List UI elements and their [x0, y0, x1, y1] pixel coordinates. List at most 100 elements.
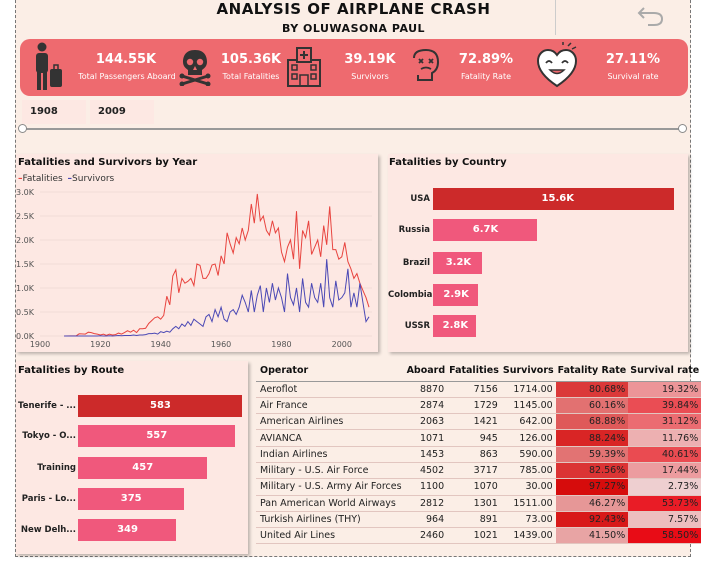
header-divider — [555, 0, 556, 35]
col-fatality-rate[interactable]: Fatality Rate — [557, 365, 627, 377]
cell-operator: Pan American World Airways — [260, 497, 396, 509]
happy-heart-icon — [536, 42, 578, 88]
col-survival-rate[interactable]: Survival rate — [630, 365, 700, 377]
cell-survival-rate: 2.73% — [628, 478, 702, 496]
route-bar[interactable] — [78, 425, 235, 447]
kpi-label-survivors: Survivors — [351, 72, 389, 81]
y-tick-label: 0.0K — [16, 332, 35, 341]
cell-survival-rate: 40.61% — [628, 446, 702, 463]
cell-survivors: 1439.00 — [513, 530, 553, 542]
cell-survival-rate: 58.50% — [628, 527, 702, 544]
kpi-value-fatalities: 105.36K — [220, 52, 282, 67]
cell-survival-rate: 39.84% — [628, 397, 702, 414]
cell-operator: American Airlines — [260, 416, 344, 428]
kpi-value-survivors: 39.19K — [344, 52, 396, 67]
cell-operator: Military - U.S. Army Air Forces — [260, 481, 402, 493]
cell-survivors: 126.00 — [519, 432, 553, 444]
cell-fatality-rate: 60.16% — [555, 397, 629, 414]
x-tick-label: 1920 — [90, 340, 110, 349]
country-bar[interactable] — [433, 252, 483, 274]
y-tick-label: 2.0K — [16, 236, 35, 245]
line-chart-title: Fatalities and Survivors by Year — [18, 157, 198, 168]
col-operator[interactable]: Operator — [260, 365, 309, 377]
kpi-label-passengers: Total Passengers Aboard — [78, 72, 176, 81]
country-label: USSR — [404, 321, 430, 331]
table-row[interactable]: Turkish Airlines (THY) 964 891 73.00 92.43% 7… — [256, 511, 702, 528]
fatalities-series-line[interactable] — [64, 193, 370, 337]
route-bar-value: 457 — [132, 462, 154, 473]
table-row[interactable]: Air France 2874 1729 1145.00 60.16% 39.84% — [256, 397, 702, 414]
route-chart-panel: Fatalities by Route Tenerife - ... 583 Tok… — [16, 361, 248, 554]
route-bar[interactable] — [78, 395, 243, 417]
operator-table: Operator Aboard Fatalities Survivors Fat… — [256, 361, 702, 544]
cell-aboard: 2874 — [419, 399, 445, 411]
route-label: Tokyo - O... — [22, 431, 76, 441]
cell-fatality-rate: 88.24% — [555, 429, 629, 447]
route-bar[interactable] — [78, 457, 207, 479]
survivors-series-line[interactable] — [64, 259, 370, 337]
col-fatalities[interactable]: Fatalities — [449, 365, 499, 377]
cell-survivors: 642.00 — [519, 416, 553, 428]
cell-aboard: 2812 — [419, 497, 445, 509]
country-bar[interactable] — [433, 219, 537, 241]
table-row[interactable]: United Air Lines 2460 1021 1439.00 41.50% 58.… — [256, 527, 702, 544]
cell-aboard: 2063 — [419, 416, 445, 428]
cell-operator: Aeroflot — [260, 383, 298, 395]
back-arrow-icon[interactable] — [636, 2, 666, 28]
route-bar[interactable] — [78, 488, 184, 510]
cell-fatalities: 891 — [479, 514, 498, 526]
cell-survivors: 785.00 — [519, 465, 553, 477]
y-tick-label: 1.0K — [16, 284, 35, 293]
cell-fatality-rate: 97.27% — [555, 478, 629, 496]
cell-survivors: 1511.00 — [513, 497, 553, 509]
cell-survivors: 30.00 — [525, 481, 553, 493]
country-bar[interactable] — [433, 188, 675, 210]
col-survivors[interactable]: Survivors — [502, 365, 554, 377]
y-tick-label: 3.0K — [16, 188, 35, 197]
table-row[interactable]: Aeroflot 8870 7156 1714.00 80.68% 19.32% — [256, 381, 702, 398]
table-row[interactable]: AVIANCA 1071 945 126.00 88.24% 11.76% — [256, 429, 702, 447]
slider-start-year[interactable]: 1908 — [22, 100, 86, 124]
year-slider-start-handle[interactable] — [18, 124, 27, 133]
route-bar[interactable] — [78, 519, 177, 541]
cell-operator: Indian Airlines — [260, 448, 328, 460]
slider-end-year[interactable]: 2009 — [90, 100, 154, 124]
cell-aboard: 2460 — [419, 530, 445, 542]
table-row[interactable]: Military - U.S. Air Force 4502 3717 785.00 8… — [256, 462, 702, 479]
year-slider-track[interactable] — [23, 128, 683, 130]
cell-aboard: 1071 — [419, 432, 445, 444]
route-label: New Delh... — [20, 525, 76, 535]
country-bar-value: 3.2K — [445, 257, 472, 268]
cell-fatality-rate: 46.27% — [555, 495, 629, 512]
route-bar-value: 557 — [146, 430, 168, 441]
cell-fatalities: 1070 — [473, 481, 498, 493]
country-chart-title: Fatalities by Country — [389, 157, 507, 168]
cell-fatalities: 1421 — [473, 416, 498, 428]
cell-survival-rate: 7.57% — [628, 511, 702, 528]
route-bar-value: 349 — [117, 524, 138, 535]
cell-survivors: 1145.00 — [513, 399, 553, 411]
cell-fatality-rate: 41.50% — [555, 527, 629, 544]
country-bar[interactable] — [433, 315, 477, 337]
cell-fatality-rate: 92.43% — [555, 511, 629, 528]
country-bar[interactable] — [433, 284, 478, 306]
cell-fatalities: 1729 — [473, 399, 498, 411]
cell-operator: Military - U.S. Air Force — [260, 465, 369, 477]
route-label: Tenerife - ... — [18, 401, 76, 411]
cell-operator: AVIANCA — [260, 432, 302, 444]
x-tick-label: 2000 — [332, 340, 352, 349]
year-slider-end-handle[interactable] — [678, 124, 687, 133]
kpi-value-survival-rate: 27.11% — [605, 52, 661, 67]
table-row[interactable]: Pan American World Airways 2812 1301 1511.0… — [256, 495, 702, 512]
country-bar-value: 2.8K — [442, 320, 469, 331]
cell-fatalities: 1021 — [473, 530, 498, 542]
cell-aboard: 964 — [426, 514, 445, 526]
table-row[interactable]: American Airlines 2063 1421 642.00 68.88% 31.… — [256, 413, 702, 430]
route-chart-title: Fatalities by Route — [18, 365, 125, 376]
cell-fatality-rate: 59.39% — [555, 446, 629, 463]
kpi-value-fatality-rate: 72.89% — [458, 52, 514, 67]
table-row[interactable]: Indian Airlines 1453 863 590.00 59.39% 40.61% — [256, 446, 702, 463]
table-row[interactable]: Military - U.S. Army Air Forces 1100 1070 3… — [256, 478, 702, 496]
cell-survival-rate: 53.73% — [628, 495, 702, 512]
col-aboard[interactable]: Aboard — [406, 365, 446, 377]
